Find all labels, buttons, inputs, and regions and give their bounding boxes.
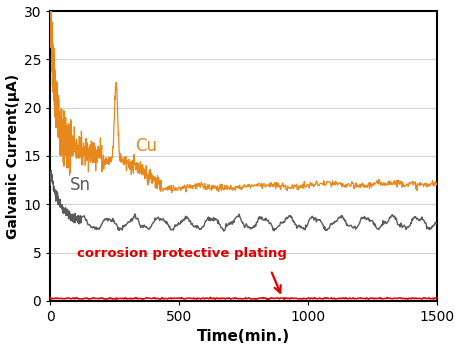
X-axis label: Time(min.): Time(min.) (196, 329, 290, 344)
Text: Cu: Cu (135, 137, 157, 155)
Text: Sn: Sn (70, 176, 90, 194)
Y-axis label: Galvanic Current(μA): Galvanic Current(μA) (6, 74, 20, 238)
Text: corrosion protective plating: corrosion protective plating (77, 247, 287, 260)
